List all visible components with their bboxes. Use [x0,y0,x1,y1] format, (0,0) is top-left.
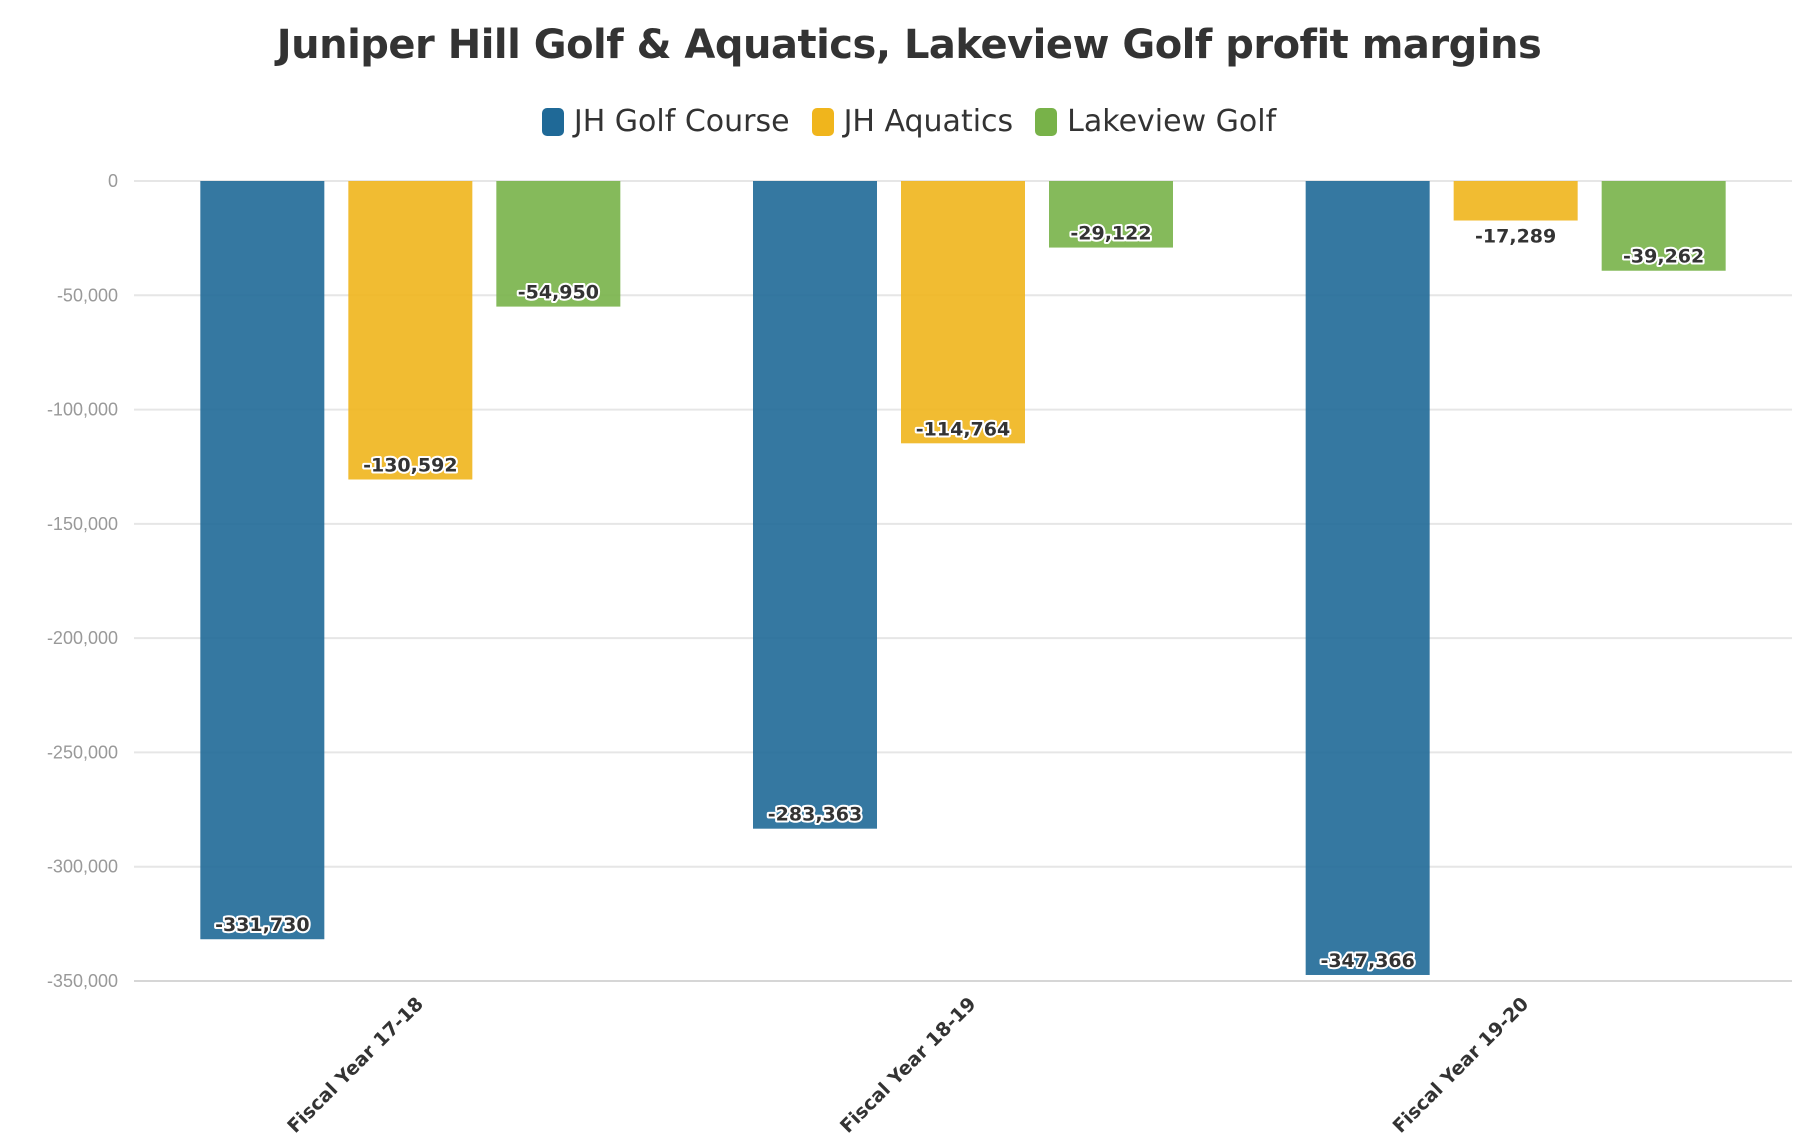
data-label: -331,730 [215,914,309,936]
x-tick-label: Fiscal Year 18-19 [836,993,981,1138]
bar[interactable] [496,181,621,307]
data-label: -347,366 [1320,950,1414,972]
x-tick-label: Fiscal Year 19-20 [1389,993,1534,1138]
data-label: -29,122 [1070,223,1151,245]
y-tick-label: -350,000 [47,971,118,991]
bar[interactable] [348,181,473,480]
legend-swatch-jh-aquatics [811,107,834,136]
legend-item-jh-aquatics[interactable]: JH Aquatics [811,104,1014,139]
legend-swatch-jh-golf-course [541,107,564,136]
legend-item-jh-golf-course[interactable]: JH Golf Course [541,104,790,139]
bar[interactable] [1453,181,1578,221]
bar[interactable] [1305,181,1430,975]
y-tick-label: -250,000 [47,742,118,762]
bar[interactable] [1601,181,1726,271]
x-tick-label: Fiscal Year 17-18 [283,993,428,1138]
y-tick-label: -300,000 [47,857,118,877]
y-tick-label: 0 [108,171,118,191]
legend-label-lakeview-golf: Lakeview Golf [1067,104,1277,139]
data-label: -17,289 [1475,226,1556,248]
data-label: -39,262 [1623,246,1704,268]
y-tick-label: -200,000 [47,628,118,648]
bar[interactable] [753,181,877,829]
data-label: -114,764 [916,418,1010,440]
y-tick-label: -100,000 [47,400,118,420]
data-label: -283,363 [768,804,862,826]
legend-label-jh-golf-course: JH Golf Course [573,104,790,139]
y-tick-label: -150,000 [47,514,118,534]
legend-item-lakeview-golf[interactable]: Lakeview Golf [1035,104,1276,139]
legend-swatch-lakeview-golf [1035,107,1058,136]
bar-layer [200,181,1726,975]
chart-title: Juniper Hill Golf & Aquatics, Lakeview G… [276,22,1542,68]
data-label: -130,592 [363,454,457,476]
bar[interactable] [200,181,325,940]
legend: JH Golf Course JH Aquatics Lakeview Golf [0,104,1818,139]
data-label: -54,950 [518,282,599,304]
bar[interactable] [1049,181,1173,248]
legend-label-jh-aquatics: JH Aquatics [843,104,1014,139]
y-tick-label: -50,000 [57,285,118,305]
bar[interactable] [901,181,1025,444]
